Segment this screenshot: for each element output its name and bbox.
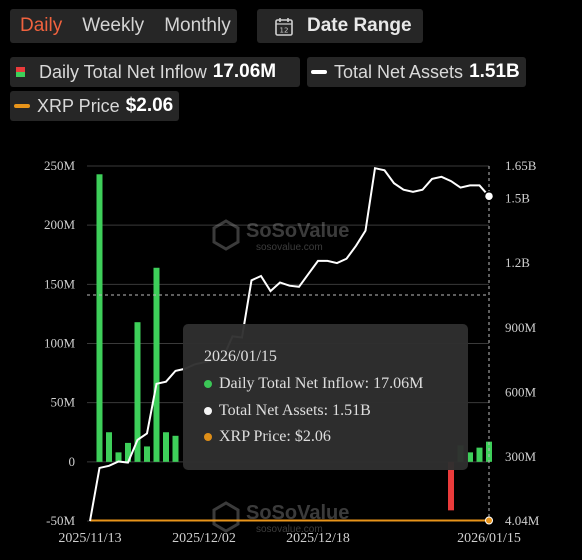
inflow-bar <box>476 447 483 462</box>
price-line-swatch-icon <box>14 104 30 108</box>
tab-daily[interactable]: Daily <box>20 15 63 36</box>
inflow-bar <box>134 322 141 462</box>
calendar-icon: 12 <box>275 17 293 36</box>
chart-axes: -50M 0 50M 100M 150M 200M 250M 4.04M 300M 600M 900… <box>44 158 540 546</box>
tooltip-inflow-text: Daily Total Net Inflow: 17.06M <box>219 375 424 392</box>
inflow-bar <box>163 432 169 462</box>
x-tick-label: 2026/01/15 <box>457 531 521 546</box>
date-range-button[interactable]: 12 Date Range <box>257 9 423 43</box>
y-right-tick-label: 1.2B <box>505 255 530 270</box>
tab-monthly[interactable]: Monthly <box>164 15 231 36</box>
y-right-tick-label: 900M <box>505 320 537 335</box>
inflow-bar <box>106 432 112 462</box>
total-net-assets-line <box>89 166 490 522</box>
tooltip-row-assets: Total Net Assets: 1.51B <box>204 402 371 420</box>
inflow-bar <box>115 452 122 462</box>
watermark-brand: SoSoValue <box>246 220 349 242</box>
y-left-tick-label: 0 <box>69 454 76 469</box>
legend-total-net-assets[interactable]: Total Net Assets 1.51B <box>307 57 526 87</box>
x-tick-label: 2025/11/13 <box>58 531 121 546</box>
inflow-bar <box>486 441 492 462</box>
inflow-dot-icon <box>204 380 212 388</box>
inflow-bar <box>153 267 160 462</box>
y-left-tick-label: -50M <box>46 513 75 528</box>
legend-inflow-value: 17.06M <box>212 61 277 82</box>
date-range-label: Date Range <box>307 15 412 36</box>
price-dot-icon <box>204 433 212 441</box>
y-left-tick-label: 200M <box>44 217 76 232</box>
legend-price-label: XRP Price <box>37 95 120 116</box>
calendar-day-text: 12 <box>280 26 289 34</box>
watermark-url: sosovalue.com <box>256 242 323 253</box>
legend-inflow-label: Daily Total Net Inflow <box>39 61 207 82</box>
inflow-bar <box>144 446 150 462</box>
y-left-tick-label: 150M <box>44 276 76 291</box>
tooltip-row-inflow: Daily Total Net Inflow: 17.06M <box>204 375 423 393</box>
inflow-bar <box>448 461 454 511</box>
legend-price-value: $2.06 <box>125 95 174 116</box>
inflow-swatch-icon <box>16 67 25 77</box>
assets-dot-icon <box>204 407 212 415</box>
inflow-bar <box>467 452 473 462</box>
inflow-bar <box>125 442 131 462</box>
watermarks: SoSoValuesosovalue.comSoSoValuesosovalue… <box>212 219 349 535</box>
y-right-tick-label: 1.5B <box>505 190 530 205</box>
tooltip-assets-text: Total Net Assets: 1.51B <box>219 402 371 419</box>
y-left-tick-label: 50M <box>50 395 75 410</box>
x-tick-label: 2025/12/02 <box>172 531 236 546</box>
crosshair <box>87 166 495 525</box>
x-tick-label: 2025/12/18 <box>286 531 350 546</box>
sosovalue-logo-icon <box>212 219 240 251</box>
period-tabs: Daily Weekly Monthly <box>10 9 237 43</box>
price-point-marker <box>485 516 493 525</box>
tooltip-date: 2026/01/15 <box>204 348 277 365</box>
inflow-bar <box>96 174 103 462</box>
assets-point-marker <box>483 190 495 202</box>
legend-assets-value: 1.51B <box>469 61 520 82</box>
tooltip-price-text: XRP Price: $2.06 <box>219 428 331 445</box>
legend-xrp-price[interactable]: XRP Price $2.06 <box>10 91 179 121</box>
legend-assets-label: Total Net Assets <box>334 61 464 82</box>
y-right-tick-label: 1.65B <box>505 158 537 173</box>
watermark-url: sosovalue.com <box>256 524 323 535</box>
y-right-tick-label: 300M <box>505 449 537 464</box>
y-right-tick-label: 600M <box>505 384 537 399</box>
watermark-brand: SoSoValue <box>246 502 349 524</box>
tab-weekly[interactable]: Weekly <box>82 15 145 36</box>
inflow-bar <box>172 435 179 462</box>
y-right-tick-label: 4.04M <box>505 513 540 528</box>
assets-line-swatch-icon <box>311 70 327 74</box>
chart-tooltip: 2026/01/15 Daily Total Net Inflow: 17.06… <box>183 324 468 470</box>
sosovalue-logo-icon <box>212 501 240 533</box>
legend-daily-net-inflow[interactable]: Daily Total Net Inflow 17.06M <box>10 57 300 87</box>
series-lines <box>89 166 490 522</box>
tooltip-row-price: XRP Price: $2.06 <box>204 428 331 446</box>
y-left-tick-label: 250M <box>44 158 76 173</box>
y-left-tick-label: 100M <box>44 336 76 351</box>
